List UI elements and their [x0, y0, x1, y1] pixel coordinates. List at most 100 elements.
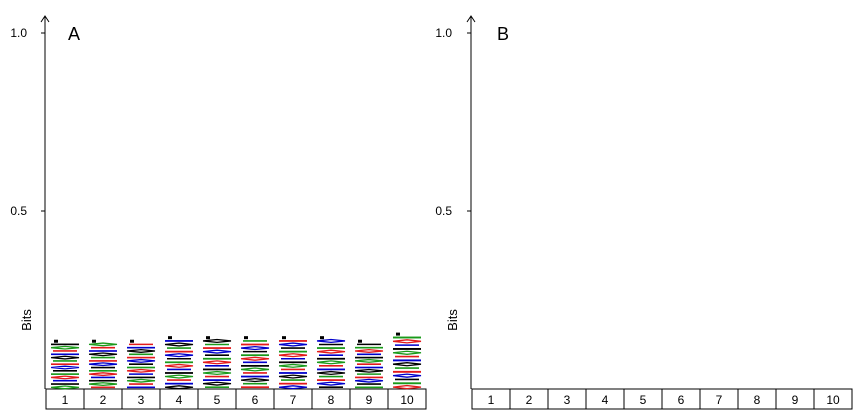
x-tick-label: 6	[678, 393, 685, 407]
logo-letter-mark	[127, 346, 155, 349]
x-tick-label: 5	[214, 393, 221, 407]
y-axis-arrow	[40, 15, 50, 23]
logo-column	[278, 336, 308, 390]
y-tick-label: 0.5	[435, 204, 452, 218]
x-tick-label: 10	[400, 393, 414, 407]
logo-letter-mark	[354, 378, 384, 383]
logo-letter-mark	[127, 356, 155, 359]
x-tick-label: 1	[488, 393, 495, 407]
logo-column	[126, 339, 156, 389]
x-tick-label: 9	[792, 393, 799, 407]
logo-letter-mark	[316, 381, 346, 386]
logo-letter-mark	[354, 349, 384, 353]
logo-letter-mark	[244, 336, 248, 340]
logo-letter-mark	[203, 347, 231, 349]
logo-letter-mark	[50, 385, 80, 390]
logo-letter-mark	[240, 345, 270, 351]
x-tick-label: 4	[176, 393, 183, 407]
logo-column	[240, 336, 270, 389]
logo-letter-mark	[89, 350, 117, 352]
logo-letter-mark	[164, 363, 194, 368]
logo-letter-mark	[392, 373, 422, 378]
logo-letter-mark	[317, 368, 345, 371]
position-box	[813, 388, 853, 410]
logo-letter-mark	[279, 382, 307, 385]
logo-letter-mark	[241, 364, 269, 367]
logo-letter-mark	[126, 349, 156, 353]
logo-letter-mark	[89, 379, 117, 382]
y-axis-title: Bits	[445, 309, 460, 331]
logo-letter-mark	[50, 345, 80, 350]
logo-letter-mark	[241, 354, 269, 357]
logo-letter-mark	[165, 340, 193, 342]
logo-letter-mark	[168, 336, 172, 340]
logo-column	[354, 339, 384, 389]
logo-letter-mark	[241, 386, 269, 389]
logo-letter-mark	[392, 339, 422, 344]
logo-letter-mark	[127, 376, 155, 379]
logo-letter-mark	[278, 363, 308, 368]
logo-letter-mark	[203, 357, 231, 360]
logo-letter-mark	[89, 360, 117, 362]
logo-letter-mark	[282, 336, 286, 340]
logo-column	[392, 332, 422, 390]
logo-letter-mark	[393, 359, 421, 362]
logo-panel-a: 0.5 1.0 Bits A 1 2 3 4 5 6 7 8 9 10	[10, 15, 427, 410]
logo-letter-mark	[393, 347, 421, 350]
logo-letter-mark	[126, 368, 156, 373]
logo-letter-mark	[202, 370, 232, 376]
logo-letter-mark	[50, 365, 80, 370]
logo-column	[50, 339, 80, 390]
logo-letter-mark	[354, 368, 384, 373]
x-tick-label: 7	[716, 393, 723, 407]
logo-letter-mark	[317, 347, 345, 349]
logo-letter-mark	[88, 352, 118, 357]
logo-letter-mark	[317, 357, 345, 360]
y-tick-label: 1.0	[435, 26, 452, 40]
logo-letter-mark	[126, 378, 156, 383]
logo-letter-mark	[355, 386, 383, 389]
logo-letter-mark	[316, 338, 346, 344]
x-tick-label: 6	[252, 393, 259, 407]
x-tick-label: 2	[100, 393, 107, 407]
panel-label: A	[68, 24, 80, 44]
logo-letter-mark	[202, 381, 232, 386]
logo-letter-mark	[88, 362, 118, 367]
logo-letter-mark	[278, 374, 308, 379]
logo-letter-mark	[165, 361, 193, 364]
logo-letter-mark	[203, 368, 231, 371]
logo-column	[202, 336, 232, 389]
logo-letter-mark	[278, 353, 308, 358]
logo-letter-mark	[279, 340, 307, 342]
logo-letter-mark	[355, 366, 383, 369]
logo-letter-mark	[279, 361, 307, 364]
logo-letter-mark	[51, 353, 79, 356]
logo-letter-mark	[316, 360, 346, 365]
logo-letter-mark	[88, 372, 118, 377]
logo-letter-mark	[202, 360, 232, 365]
logo-letter-mark	[165, 372, 193, 374]
logo-letter-mark	[88, 342, 118, 347]
logo-letter-mark	[126, 358, 156, 363]
logo-letter-mark	[240, 367, 270, 372]
logo-letter-mark	[51, 373, 79, 375]
logo-letter-mark	[164, 374, 194, 379]
logo-column	[88, 339, 118, 389]
logo-letter-mark	[278, 342, 308, 347]
logo-letter-mark	[165, 382, 193, 385]
logo-letter-mark	[203, 379, 231, 381]
logo-letter-mark	[51, 343, 79, 346]
logo-letter-mark	[51, 363, 79, 366]
logo-letter-mark	[396, 332, 400, 336]
y-axis-title: Bits	[19, 309, 34, 331]
logo-letter-mark	[50, 355, 80, 360]
logo-letter-mark	[355, 356, 383, 359]
logo-letter-mark	[54, 339, 58, 343]
logo-letter-mark	[202, 338, 232, 344]
logo-letter-mark	[51, 383, 79, 385]
logo-letter-mark	[92, 339, 96, 343]
logo-letter-mark	[354, 358, 384, 363]
logo-letter-mark	[130, 339, 134, 343]
logo-letter-mark	[392, 362, 422, 367]
x-tick-label: 4	[602, 393, 609, 407]
